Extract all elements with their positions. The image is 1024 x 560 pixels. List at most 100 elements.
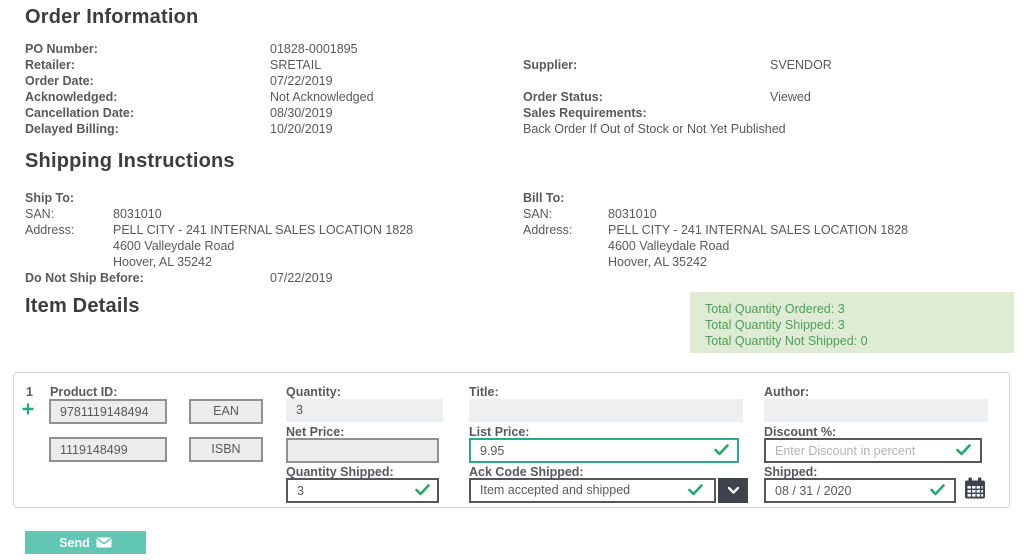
send-button[interactable]: Send [25,531,146,554]
order-information-heading: Order Information [25,6,199,28]
check-icon [930,484,945,496]
supplier-label: Supplier: [523,58,578,72]
quantity-label: Quantity: [286,385,341,399]
total-ordered-label: Total Quantity Ordered: [705,302,835,316]
send-button-label: Send [59,535,90,550]
check-icon [956,444,971,456]
cancellation-date-value: 08/30/2019 [270,106,333,120]
sales-requirements-row: Sales Requirements: [523,105,832,121]
acknowledged-label: Acknowledged: [25,90,118,104]
delayed-billing-value: 10/20/2019 [270,122,333,136]
order-info-row: Retailer: SRETAIL [25,57,374,73]
bill-to-address-label: Address: [523,223,573,237]
discount-input[interactable] [764,438,982,463]
product-id-isbn-input[interactable] [49,437,167,462]
bill-to-san-label: SAN: [523,207,553,221]
retailer-value: SRETAIL [270,58,322,72]
title-readonly-field [469,399,743,422]
total-shipped-value: 3 [837,318,845,332]
list-price-label: List Price: [469,425,530,439]
supplier-row: Supplier: SVENDOR [523,57,832,73]
order-info-row: Acknowledged: Not Acknowledged [25,89,374,105]
add-product-id-button[interactable] [22,403,34,418]
author-label: Author: [764,385,810,399]
total-ordered-value: 3 [837,302,845,316]
total-ordered-row: Total Quantity Ordered: 3 [705,301,1014,317]
order-info-right-block: Supplier: SVENDOR Order Status: Viewed Sal… [523,57,832,137]
sales-requirements-label: Sales Requirements: [523,106,647,120]
item-row: 1 Product ID: EAN ISBN Quantity: 3 Net P… [13,372,1010,508]
ship-to-address-line: Hoover, AL 35242 [113,255,212,269]
title-label: Title: [469,385,499,399]
order-info-row: PO Number: 01828-0001895 [25,41,374,57]
bill-to-block: Bill To: SAN: 8031010 Address: PELL CITY -… [523,190,908,270]
shipped-date-input[interactable] [764,478,956,503]
ean-tag: EAN [189,399,263,424]
bill-to-san-value: 8031010 [608,207,657,221]
check-icon [688,484,703,496]
product-id-label: Product ID: [50,385,118,399]
ack-code-shipped-select[interactable]: Item accepted and shipped [469,478,716,503]
ship-to-address-line: 4600 Valleydale Road [113,239,235,253]
quantity-shipped-label: Quantity Shipped: [286,465,394,479]
sales-requirements-value: Back Order If Out of Stock or Not Yet Pu… [523,122,786,136]
po-number-value: 01828-0001895 [270,42,358,56]
order-status-value: Viewed [770,90,811,104]
check-icon [415,484,430,496]
order-info-row: Order Date: 07/22/2019 [25,73,374,89]
totals-summary-box: Total Quantity Ordered: 3 Total Quantity… [690,292,1014,353]
item-details-heading: Item Details [25,295,140,317]
total-not-shipped-value: 0 [860,334,868,348]
ship-to-san-value: 8031010 [113,207,162,221]
sales-requirements-value-row: Back Order If Out of Stock or Not Yet Pu… [523,121,832,137]
author-readonly-field [764,399,988,422]
order-status-label: Order Status: [523,90,603,104]
quantity-shipped-input[interactable] [286,478,439,503]
do-not-ship-before-label: Do Not Ship Before: [25,271,144,285]
order-date-value: 07/22/2019 [270,74,333,88]
item-row-number: 1 [26,385,33,399]
order-status-row: Order Status: Viewed [523,89,832,105]
total-shipped-row: Total Quantity Shipped: 3 [705,317,1014,333]
shipped-label: Shipped: [764,465,818,479]
check-icon [714,444,729,456]
plus-icon [22,403,34,415]
supplier-value: SVENDOR [770,58,832,72]
isbn-tag: ISBN [189,437,263,462]
do-not-ship-before-value: 07/22/2019 [270,271,333,285]
order-info-row: Delayed Billing: 10/20/2019 [25,121,374,137]
quantity-readonly-field: 3 [286,399,443,422]
product-id-ean-input[interactable] [49,399,167,424]
calendar-icon [965,477,985,499]
total-shipped-label: Total Quantity Shipped: [705,318,835,332]
bill-to-title: Bill To: [523,191,565,205]
bill-to-address-line: PELL CITY - 241 INTERNAL SALES LOCATION … [608,223,909,237]
retailer-label: Retailer: [25,58,76,72]
ack-code-dropdown-button[interactable] [718,478,748,503]
ship-to-san-label: SAN: [25,207,55,221]
discount-label: Discount %: [764,425,837,439]
date-picker-button[interactable] [964,477,986,502]
net-price-input[interactable] [286,438,439,463]
ship-to-title: Ship To: [25,191,75,205]
net-price-label: Net Price: [286,425,345,439]
cancellation-date-label: Cancellation Date: [25,106,135,120]
order-date-label: Order Date: [25,74,94,88]
ack-code-shipped-label: Ack Code Shipped: [469,465,584,479]
ship-to-address-label: Address: [25,223,75,237]
delayed-billing-label: Delayed Billing: [25,122,119,136]
bill-to-address-line: Hoover, AL 35242 [608,255,707,269]
po-number-label: PO Number: [25,42,98,56]
total-not-shipped-row: Total Quantity Not Shipped: 0 [705,333,1014,349]
ship-to-block: Ship To: SAN: 8031010 Address: PELL CITY -… [25,190,413,286]
chevron-down-icon [727,486,739,494]
acknowledged-value: Not Acknowledged [270,90,374,104]
order-info-left-block: PO Number: 01828-0001895 Retailer: SRETAIL… [25,41,374,137]
total-not-shipped-label: Total Quantity Not Shipped: [705,334,858,348]
shipping-instructions-heading: Shipping Instructions [25,150,235,172]
order-info-row: Cancellation Date: 08/30/2019 [25,105,374,121]
ship-to-address-line: PELL CITY - 241 INTERNAL SALES LOCATION … [113,223,414,237]
list-price-input[interactable] [469,438,739,463]
envelope-icon [96,537,112,548]
bill-to-address-line: 4600 Valleydale Road [608,239,730,253]
